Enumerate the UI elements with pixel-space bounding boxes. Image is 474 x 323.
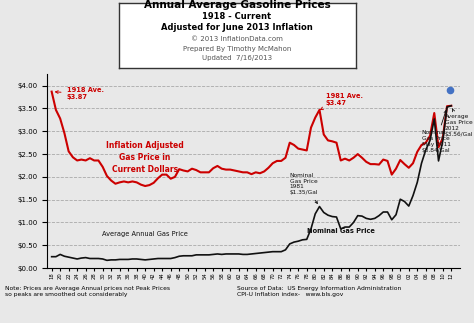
Text: 1981 Ave.
$3.47: 1981 Ave. $3.47 (320, 93, 363, 109)
Text: © 2013 InflationData.com: © 2013 InflationData.com (191, 36, 283, 42)
Text: Nominal
Gas Price
May 2011
$3.84/Gal: Nominal Gas Price May 2011 $3.84/Gal (421, 111, 450, 153)
Text: Average
Gas Price
2012
$3.56/Gal: Average Gas Price 2012 $3.56/Gal (445, 109, 474, 137)
Text: Nominal
Gas Price
1981
$1.35/Gal: Nominal Gas Price 1981 $1.35/Gal (290, 173, 318, 203)
Text: Average Annual Gas Price: Average Annual Gas Price (102, 231, 188, 237)
Text: Note: Prices are Average Annual prices not Peak Prices
so peaks are smoothed out: Note: Prices are Average Annual prices n… (5, 286, 170, 297)
Text: Updated  7/16/2013: Updated 7/16/2013 (202, 55, 272, 61)
Text: 1918 - Current: 1918 - Current (202, 12, 272, 21)
Text: 1918 Ave.
$3.87: 1918 Ave. $3.87 (55, 87, 103, 100)
Text: Adjusted for June 2013 Inflation: Adjusted for June 2013 Inflation (161, 23, 313, 32)
Text: Prepared By Timothy McMahon: Prepared By Timothy McMahon (183, 46, 291, 52)
Text: Source of Data:  US Energy Information Administration
CPI-U Inflation index-   w: Source of Data: US Energy Information Ad… (237, 286, 401, 297)
Text: Inflation Adjusted
Gas Price in
Current Dollars: Inflation Adjusted Gas Price in Current … (106, 141, 184, 174)
Text: Nominal Gas Price: Nominal Gas Price (307, 228, 374, 234)
Point (447, 88, 454, 93)
Text: Annual Average Gasoline Prices: Annual Average Gasoline Prices (144, 0, 330, 10)
